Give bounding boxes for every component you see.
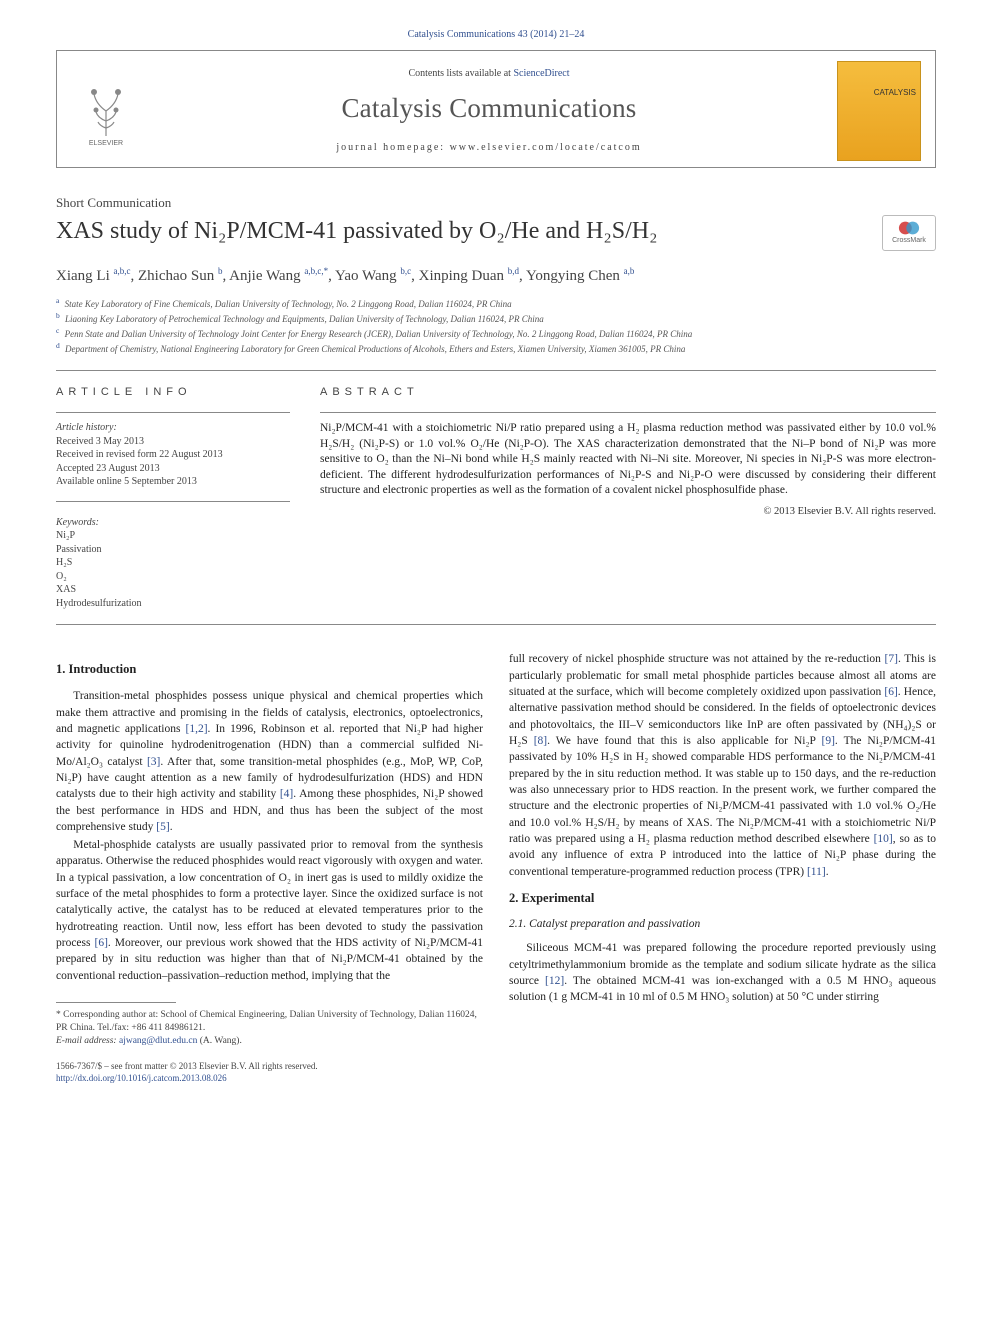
- keyword-item: H₂S: [56, 556, 290, 570]
- keyword-item: Hydrodesulfurization: [56, 597, 290, 611]
- journal-name: Catalysis Communications: [155, 90, 823, 126]
- sciencedirect-link[interactable]: ScienceDirect: [513, 68, 569, 79]
- keywords-list: Ni₂PPassivationH₂SO₂XASHydrodesulfurizat…: [56, 529, 290, 610]
- publisher-logo: ELSEVIER: [71, 72, 141, 150]
- contents-prefix: Contents lists available at: [408, 68, 513, 79]
- crossmark-icon: [898, 220, 920, 236]
- keyword-item: XAS: [56, 583, 290, 597]
- article-history: Article history: Received 3 May 2013 Rec…: [56, 421, 290, 489]
- masthead-center: Contents lists available at ScienceDirec…: [155, 67, 823, 154]
- paragraph: full recovery of nickel phosphide struct…: [509, 651, 936, 880]
- page: Catalysis Communications 43 (2014) 21–24…: [0, 0, 992, 1124]
- homepage-prefix: journal homepage:: [336, 142, 449, 153]
- divider-thin: [320, 412, 936, 413]
- section-type: Short Communication: [56, 194, 936, 212]
- abstract-col: ABSTRACT Ni₂P/MCM-41 with a stoichiometr…: [320, 385, 936, 610]
- affiliation-line: b Liaoning Key Laboratory of Petrochemic…: [56, 311, 936, 326]
- abstract-head: ABSTRACT: [320, 385, 936, 400]
- email-label: E-mail address:: [56, 1036, 119, 1046]
- affiliation-line: d Department of Chemistry, National Engi…: [56, 341, 936, 356]
- meta-row: ARTICLE INFO Article history: Received 3…: [56, 385, 936, 610]
- divider-thin: [56, 501, 290, 502]
- email-link[interactable]: ajwang@dlut.edu.cn: [119, 1036, 197, 1046]
- section-heading: 2. Experimental: [509, 890, 936, 907]
- front-matter-line: 1566-7367/$ – see front matter © 2013 El…: [56, 1060, 483, 1084]
- elsevier-tree-icon: ELSEVIER: [76, 76, 136, 146]
- keywords-block: Keywords: Ni₂PPassivationH₂SO₂XASHydrode…: [56, 516, 290, 611]
- title-row: XAS study of Ni₂P/MCM-41 passivated by O…: [56, 215, 936, 251]
- keywords-label: Keywords:: [56, 517, 99, 528]
- history-received: Received 3 May 2013: [56, 436, 144, 447]
- crossmark-badge[interactable]: CrossMark: [882, 215, 936, 251]
- history-revised: Received in revised form 22 August 2013: [56, 449, 223, 460]
- abstract-text: Ni₂P/MCM-41 with a stoichiometric Ni/P r…: [320, 421, 936, 499]
- corr-text: * Corresponding author at: School of Che…: [56, 1009, 483, 1035]
- affiliations: a State Key Laboratory of Fine Chemicals…: [56, 296, 936, 356]
- email-line: E-mail address: ajwang@dlut.edu.cn (A. W…: [56, 1035, 483, 1048]
- divider: [56, 624, 936, 625]
- paragraph: Siliceous MCM-41 was prepared following …: [509, 940, 936, 1005]
- doi-link[interactable]: http://dx.doi.org/10.1016/j.catcom.2013.…: [56, 1073, 227, 1083]
- paper-title: XAS study of Ni₂P/MCM-41 passivated by O…: [56, 215, 866, 247]
- homepage-url: www.elsevier.com/locate/catcom: [450, 142, 642, 153]
- history-online: Available online 5 September 2013: [56, 476, 197, 487]
- front-matter-text: 1566-7367/$ – see front matter © 2013 El…: [56, 1060, 483, 1072]
- footnote-rule: [56, 1002, 176, 1003]
- keyword-item: Ni₂P: [56, 529, 290, 543]
- section-heading: 1. Introduction: [56, 661, 483, 678]
- affiliation-line: c Penn State and Dalian University of Te…: [56, 326, 936, 341]
- affiliation-line: a State Key Laboratory of Fine Chemicals…: [56, 296, 936, 311]
- article-info-head: ARTICLE INFO: [56, 385, 290, 400]
- divider: [56, 370, 936, 371]
- paragraph: Transition-metal phosphides possess uniq…: [56, 688, 483, 835]
- article-info-col: ARTICLE INFO Article history: Received 3…: [56, 385, 290, 610]
- svg-text:ELSEVIER: ELSEVIER: [89, 140, 123, 146]
- keyword-item: Passivation: [56, 543, 290, 557]
- masthead: ELSEVIER Contents lists available at Sci…: [56, 50, 936, 168]
- paragraph: Metal-phosphide catalysts are usually pa…: [56, 837, 483, 984]
- body-columns: 1. Introduction Transition-metal phosphi…: [56, 651, 936, 1084]
- email-suffix: (A. Wang).: [197, 1036, 241, 1046]
- cover-label: CATALYSIS: [874, 88, 916, 99]
- column-right: full recovery of nickel phosphide struct…: [509, 651, 936, 1084]
- history-accepted: Accepted 23 August 2013: [56, 463, 160, 474]
- journal-cover-thumb: CATALYSIS: [837, 61, 921, 161]
- keyword-item: O₂: [56, 570, 290, 584]
- corresponding-footnote: * Corresponding author at: School of Che…: [56, 1009, 483, 1047]
- column-left: 1. Introduction Transition-metal phosphi…: [56, 651, 483, 1084]
- authors-line: Xiang Li a,b,c, Zhichao Sun b, Anjie Wan…: [56, 265, 936, 286]
- history-label: Article history:: [56, 422, 117, 433]
- subsection-heading: 2.1. Catalyst preparation and passivatio…: [509, 917, 936, 933]
- crossmark-label: CrossMark: [892, 236, 926, 245]
- divider-thin: [56, 412, 290, 413]
- top-citation: Catalysis Communications 43 (2014) 21–24: [56, 28, 936, 42]
- journal-homepage: journal homepage: www.elsevier.com/locat…: [155, 141, 823, 155]
- contents-line: Contents lists available at ScienceDirec…: [155, 67, 823, 81]
- copyright-line: © 2013 Elsevier B.V. All rights reserved…: [320, 505, 936, 519]
